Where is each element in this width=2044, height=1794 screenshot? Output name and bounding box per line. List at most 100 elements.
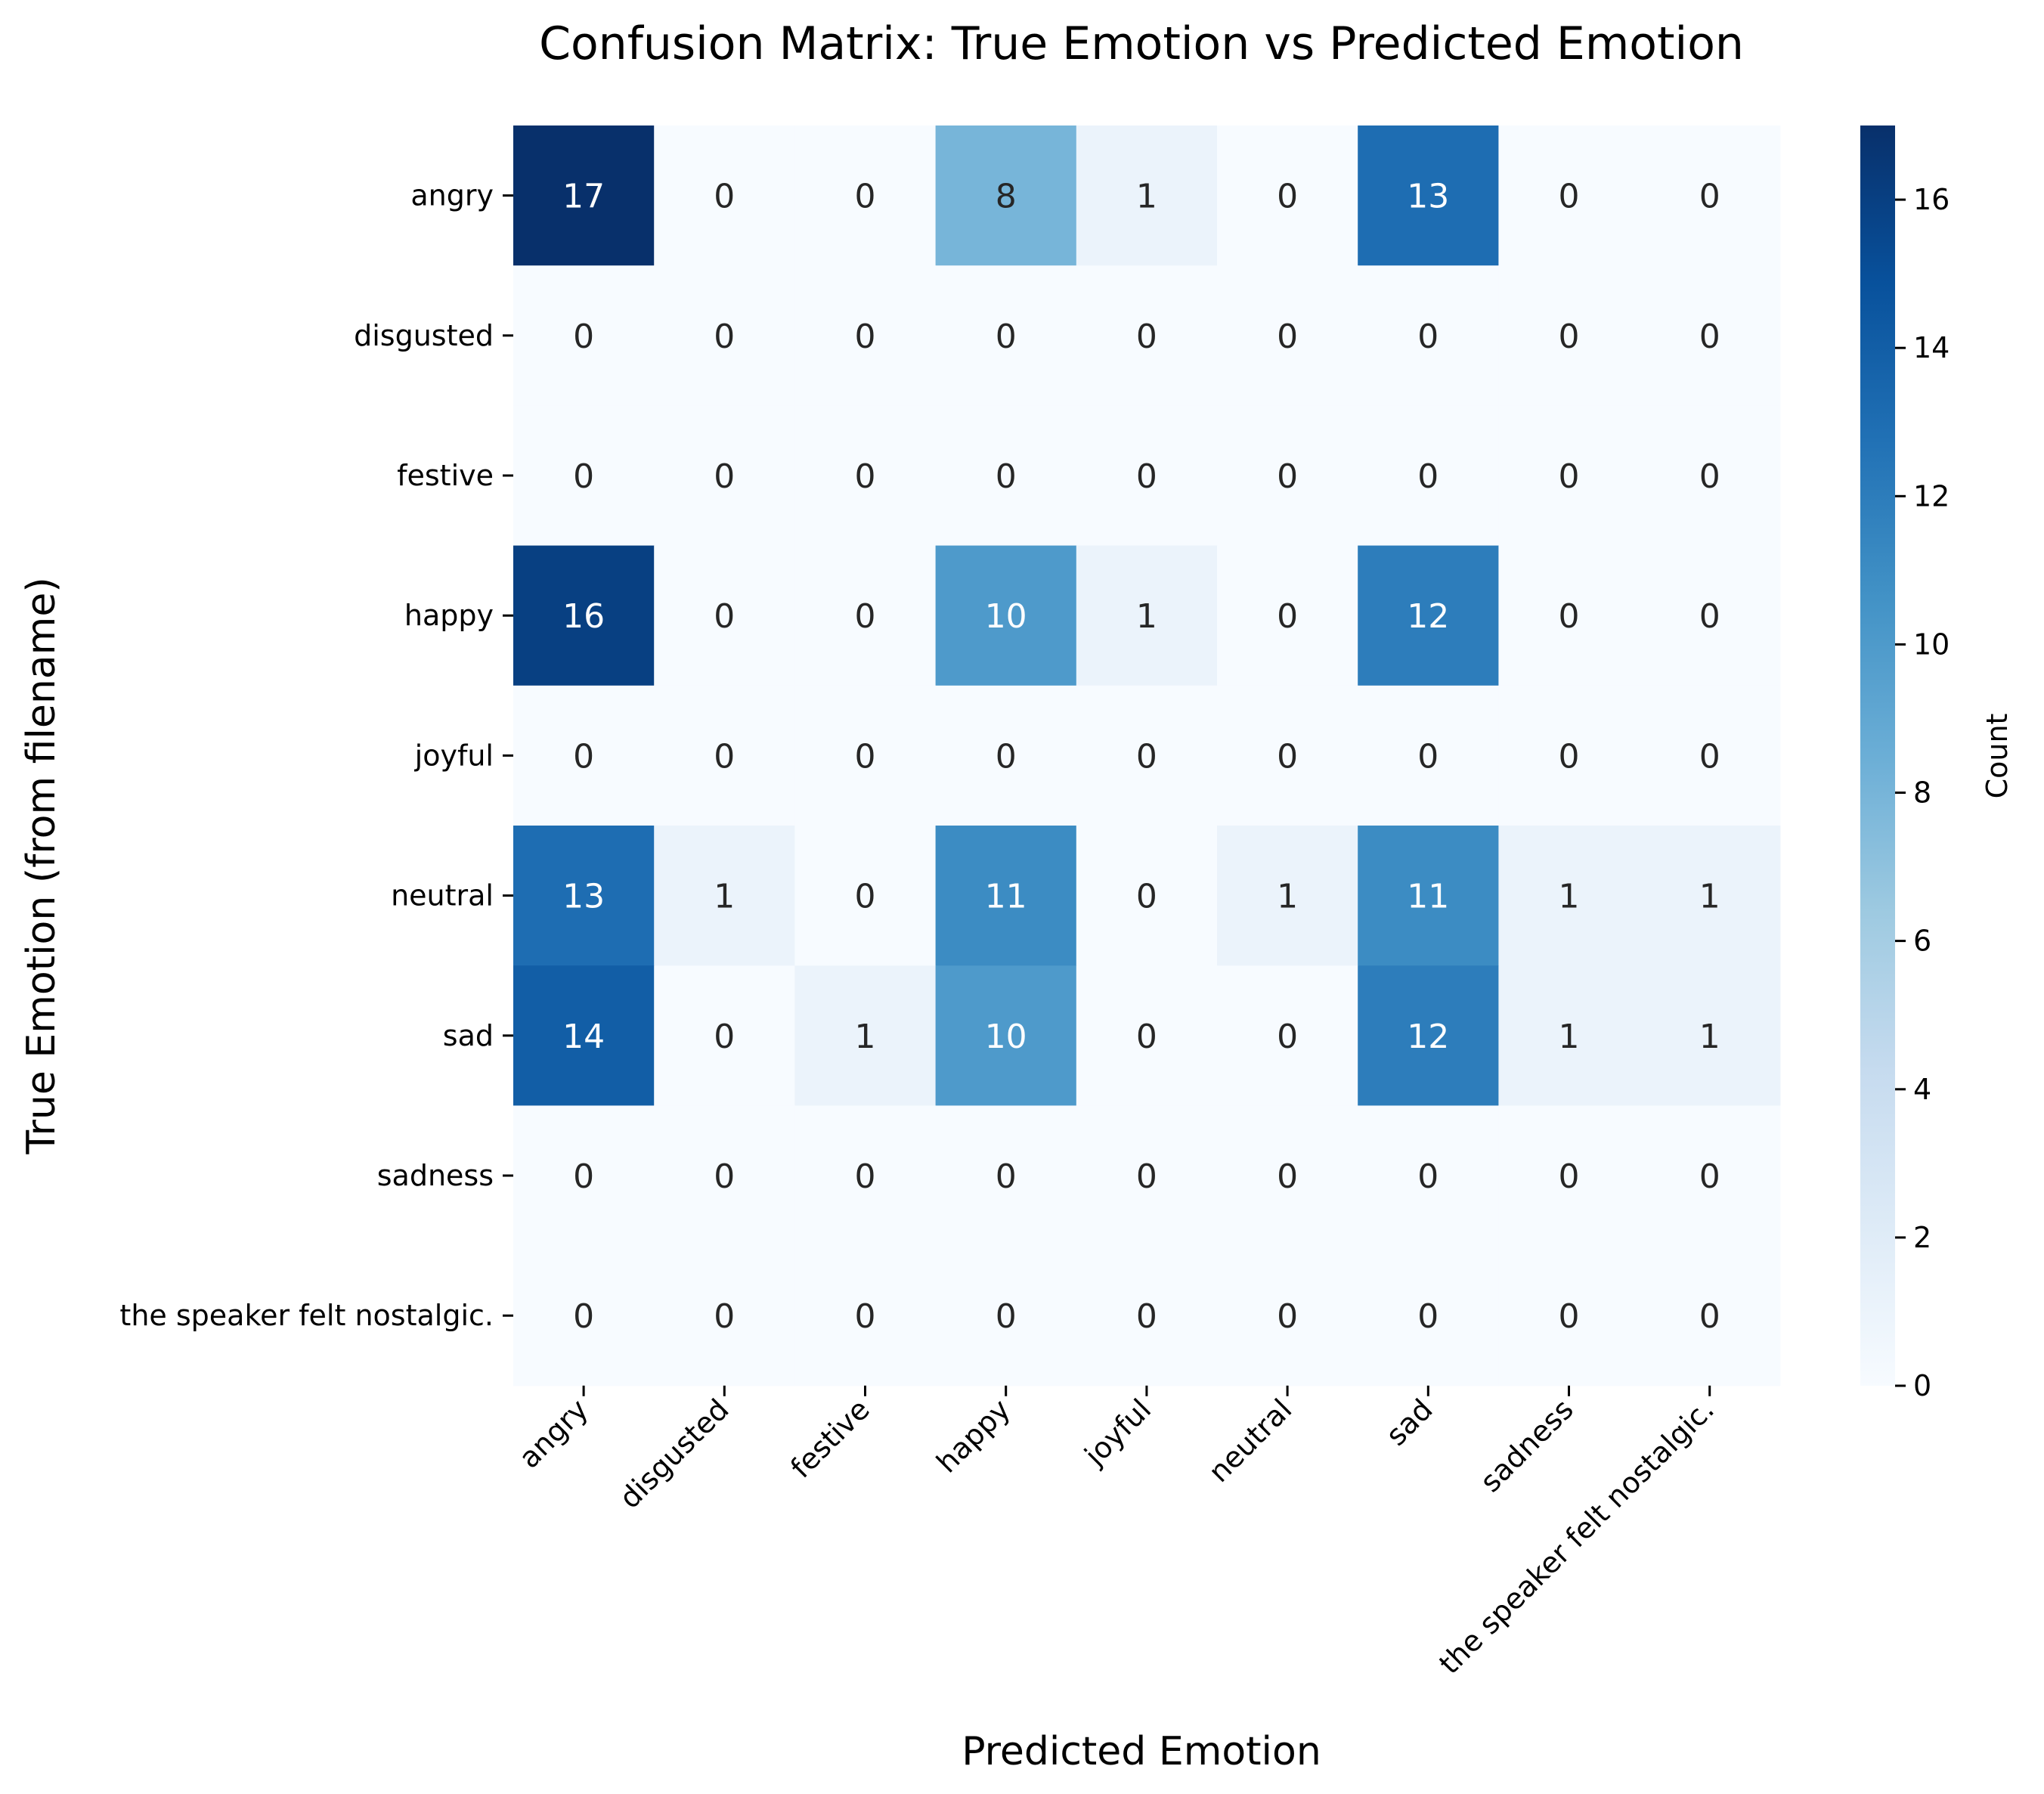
heatmap-cell-angry-festive	[794, 125, 937, 266]
cell-value-label: 0	[1136, 878, 1157, 916]
heatmap-cell-festive-sadness	[1498, 405, 1640, 547]
cell-value-label: 0	[1136, 1018, 1157, 1056]
cell-value-label: 0	[1417, 457, 1439, 496]
cell-value-label: 0	[1277, 597, 1298, 636]
heatmap-cell-happy-festive	[794, 545, 937, 686]
heatmap-cell-sadness-the-speaker-felt-nostalgic	[1639, 1105, 1781, 1247]
heatmap-cell-disgusted-neutral	[1217, 265, 1358, 406]
heatmap-cell-joyful-sadness	[1498, 685, 1640, 826]
x-tick-label-neutral: neutral	[1202, 1393, 1298, 1489]
heatmap-cell-angry-neutral	[1217, 125, 1358, 266]
heatmap-cell-joyful-neutral	[1217, 685, 1358, 826]
cell-value-label: 0	[855, 457, 876, 496]
heatmap-cell-the-speaker-felt-nostalgic-disgusted	[654, 1245, 795, 1387]
cell-value-label: 1	[1699, 1018, 1720, 1056]
y-tick-label-sadness: sadness	[377, 1159, 494, 1192]
cell-value-label: 1	[1559, 1018, 1580, 1056]
y-axis: angry disgusted festive happy joyful neutral s…	[119, 179, 513, 1332]
heatmap-cell-happy-joyful	[1076, 545, 1218, 686]
heatmap-cell-sadness-sad	[1358, 1105, 1499, 1247]
cell-value-label: 0	[1136, 318, 1157, 356]
cell-value-label: 0	[714, 1297, 735, 1336]
heatmap-cell-happy-sad	[1358, 545, 1499, 686]
cell-value-label: 0	[1559, 457, 1580, 496]
heatmap-cell-sad-angry	[513, 965, 655, 1106]
cell-value-label: 0	[714, 318, 735, 356]
heatmap-cell-neutral-sad	[1358, 826, 1499, 966]
cell-value-label: 8	[996, 178, 1017, 216]
heatmap-cell-the-speaker-felt-nostalgic-happy	[935, 1245, 1077, 1387]
cell-value-label: 0	[1699, 318, 1720, 356]
cell-value-label: 12	[1407, 1018, 1449, 1056]
heatmap-cell-sadness-disgusted	[654, 1105, 795, 1247]
cell-value-label: 0	[573, 318, 594, 356]
cell-value-label: 10	[985, 1018, 1027, 1056]
heatmap-cell-joyful-joyful	[1076, 685, 1218, 826]
cell-value-label: 11	[1407, 878, 1449, 916]
y-axis-title: True Emotion (from filename)	[19, 577, 64, 1154]
heatmap-cell-happy-neutral	[1217, 545, 1358, 686]
cell-value-label: 0	[714, 457, 735, 496]
cell-value-label: 1	[855, 1018, 876, 1056]
cell-value-label: 0	[573, 737, 594, 776]
cell-value-label: 0	[855, 1157, 876, 1196]
cell-value-label: 0	[1277, 178, 1298, 216]
heatmap-cell-disgusted-sadness	[1498, 265, 1640, 406]
cell-value-label: 0	[1277, 1018, 1298, 1056]
heatmap-cell-happy-the-speaker-felt-nostalgic	[1639, 545, 1781, 686]
cell-value-label: 0	[1277, 1297, 1298, 1336]
cell-value-label: 0	[1559, 1157, 1580, 1196]
heatmap-cell-disgusted-festive	[794, 265, 937, 406]
heatmap-cell-sadness-happy	[935, 1105, 1077, 1247]
heatmap-cell-angry-happy	[935, 125, 1077, 266]
y-tick-label-happy: happy	[404, 599, 494, 632]
heatmap-cell-disgusted-happy	[935, 265, 1077, 406]
heatmap-cell-joyful-sad	[1358, 685, 1499, 826]
heatmap-cell-the-speaker-felt-nostalgic-neutral	[1217, 1245, 1358, 1387]
cell-value-label: 0	[1559, 737, 1580, 776]
cell-value-label: 0	[714, 597, 735, 636]
heatmap-cell-festive-the-speaker-felt-nostalgic	[1639, 405, 1781, 547]
x-tick-label-disgusted: disgusted	[613, 1393, 736, 1515]
cell-value-label: 17	[562, 178, 605, 216]
cell-value-label: 0	[714, 178, 735, 216]
cell-value-label: 0	[996, 1297, 1017, 1336]
cell-value-label: 0	[1559, 597, 1580, 636]
x-tick-label-festive: festive	[784, 1393, 876, 1485]
heatmap-cell-neutral-disgusted	[654, 826, 795, 966]
cell-value-label: 0	[573, 1297, 594, 1336]
heatmap-cell-sad-happy	[935, 965, 1077, 1106]
heatmap-cell-festive-joyful	[1076, 405, 1218, 547]
cell-value-label: 0	[1699, 1297, 1720, 1336]
heatmap-cell-festive-disgusted	[654, 405, 795, 547]
cell-value-label: 0	[996, 318, 1017, 356]
cell-value-label: 0	[1699, 737, 1720, 776]
cell-value-label: 0	[1699, 178, 1720, 216]
colorbar-tick-label: 4	[1913, 1073, 1931, 1106]
heatmap-cell-disgusted-the-speaker-felt-nostalgic	[1639, 265, 1781, 406]
heatmap-cell-disgusted-disgusted	[654, 265, 795, 406]
colorbar-gradient	[1860, 125, 1895, 1386]
y-tick-label-festive: festive	[397, 459, 494, 492]
heatmap-cell-the-speaker-felt-nostalgic-sadness	[1498, 1245, 1640, 1387]
cell-value-label: 0	[1417, 1157, 1439, 1196]
heatmap-cell-sadness-neutral	[1217, 1105, 1358, 1247]
cell-value-label: 1	[714, 878, 735, 916]
heatmap-cell-angry-sad	[1358, 125, 1499, 266]
heatmap-cell-festive-happy	[935, 405, 1077, 547]
cell-value-label: 10	[985, 597, 1027, 636]
heatmap-cell-the-speaker-felt-nostalgic-festive	[794, 1245, 937, 1387]
heatmap-cell-festive-angry	[513, 405, 655, 547]
heatmap-cell-sad-disgusted	[654, 965, 795, 1106]
heatmap-cell-the-speaker-felt-nostalgic-angry	[513, 1245, 655, 1387]
heatmap-cell-sad-sadness	[1498, 965, 1640, 1106]
colorbar-tick-label: 8	[1913, 776, 1931, 810]
heatmap-cell-joyful-festive	[794, 685, 937, 826]
cell-value-label: 0	[996, 1157, 1017, 1196]
cell-value-label: 0	[855, 318, 876, 356]
heatmap-cell-angry-joyful	[1076, 125, 1218, 266]
heatmap-cell-festive-neutral	[1217, 405, 1358, 547]
y-tick-label-the-speaker-felt-nostalgic: the speaker felt nostalgic.	[119, 1299, 494, 1332]
y-tick-label-angry: angry	[410, 179, 494, 212]
